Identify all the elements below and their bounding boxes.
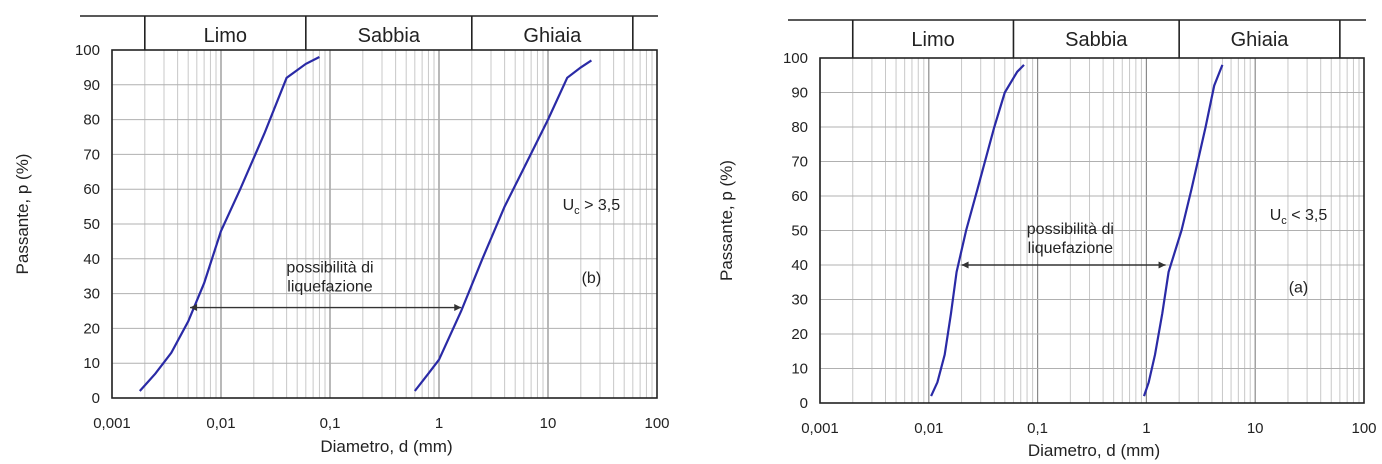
annotation-line-2: liquefazione — [287, 279, 373, 296]
y-axis-title: Passante, p (%) — [13, 154, 32, 275]
plot-frame — [819, 57, 1365, 404]
x-axis-title: Diametro, d (mm) — [1028, 441, 1160, 460]
annotation-line-2: liquefazione — [1028, 240, 1114, 257]
band-label-sabbia: Sabbia — [1065, 29, 1128, 51]
x-tick-label: 0,01 — [914, 420, 943, 437]
band-label-limo: Limo — [911, 29, 954, 51]
x-tick-label: 0,1 — [320, 415, 341, 432]
y-tick-label: 80 — [83, 112, 100, 129]
grid — [819, 57, 1364, 404]
y-tick-label: 0 — [92, 390, 100, 407]
arrowhead-left — [190, 304, 198, 312]
y-tick-label: 10 — [791, 361, 808, 378]
x-tick-label: 0,01 — [206, 415, 235, 432]
band-label-ghiaia: Ghiaia — [1231, 29, 1290, 51]
y-tick-label: 60 — [83, 181, 100, 198]
grading-curve-2 — [413, 59, 593, 392]
soil-band-header: Limo Sabbia Ghiaia — [80, 15, 658, 50]
y-tick-label: 80 — [791, 119, 808, 136]
panel-letter: (a) — [1289, 280, 1309, 297]
y-tick-label: 20 — [791, 326, 808, 343]
y-tick-label: 20 — [83, 320, 100, 337]
annotation-line-1: possibilità di — [1027, 221, 1114, 238]
y-tick-label: 10 — [83, 355, 100, 372]
uniformity-coefficient-label: Uc > 3,5 — [563, 197, 621, 217]
y-axis-title: Passante, p (%) — [717, 160, 736, 281]
panel-letter: (b) — [582, 270, 602, 287]
x-tick-label: 1 — [435, 415, 443, 432]
band-label-ghiaia: Ghiaia — [523, 25, 582, 47]
x-tick-label: 0,001 — [93, 415, 131, 432]
y-tick-label: 30 — [83, 286, 100, 303]
y-tick-label: 50 — [83, 216, 100, 233]
grading-curve-2 — [1142, 64, 1224, 397]
y-tick-label: 40 — [83, 251, 100, 268]
y-tick-label: 70 — [791, 154, 808, 171]
chart-right-uc-less: Limo Sabbia Ghiaia 0 10 20 30 40 50 60 70 80 90 100 0,… — [717, 19, 1377, 460]
x-tick-label: 100 — [1351, 420, 1376, 437]
y-tick-label: 90 — [791, 85, 808, 102]
arrowhead-right — [1158, 261, 1166, 269]
y-tick-label: 0 — [800, 395, 808, 412]
band-label-limo: Limo — [204, 25, 247, 47]
liquefaction-range-arrow — [190, 304, 462, 312]
x-tick-label: 0,001 — [801, 420, 839, 437]
y-tick-label: 70 — [83, 146, 100, 163]
liquefaction-range-arrow — [961, 261, 1166, 269]
grading-curve-1 — [930, 64, 1025, 397]
x-axis-title: Diametro, d (mm) — [320, 437, 452, 456]
y-tick-label: 60 — [791, 188, 808, 205]
x-tick-label: 0,1 — [1027, 420, 1048, 437]
arrowhead-right — [454, 304, 462, 312]
x-tick-label: 10 — [1247, 420, 1264, 437]
y-tick-label: 50 — [791, 223, 808, 240]
y-tick-label: 40 — [791, 257, 808, 274]
arrowhead-left — [961, 261, 969, 269]
plot-frame — [111, 49, 658, 399]
y-tick-label: 30 — [791, 292, 808, 309]
annotation-line-1: possibilità di — [286, 260, 373, 277]
chart-left-uc-greater: Limo Sabbia Ghiaia 0 10 20 30 40 50 60 70 80 90 100 0,… — [13, 15, 670, 456]
x-tick-label: 10 — [540, 415, 557, 432]
x-tick-label: 1 — [1142, 420, 1150, 437]
y-tick-label: 90 — [83, 77, 100, 94]
band-label-sabbia: Sabbia — [358, 25, 421, 47]
grading-curve-1 — [138, 56, 320, 392]
uniformity-coefficient-label: Uc < 3,5 — [1270, 207, 1328, 227]
y-tick-label: 100 — [783, 50, 808, 67]
grid — [111, 49, 657, 399]
y-tick-label: 100 — [75, 42, 100, 59]
soil-band-header: Limo Sabbia Ghiaia — [788, 19, 1366, 58]
x-tick-label: 100 — [644, 415, 669, 432]
